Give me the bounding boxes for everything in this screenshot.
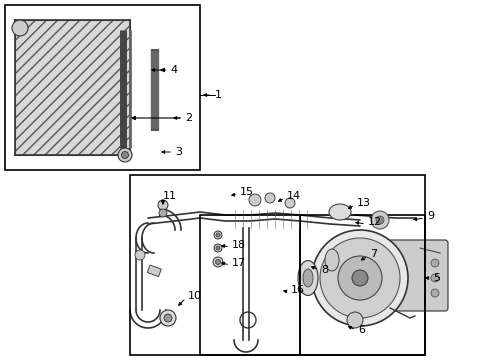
- Circle shape: [248, 194, 261, 206]
- Bar: [5, 5, 200, 170]
- Polygon shape: [15, 20, 130, 155]
- Circle shape: [337, 256, 381, 300]
- Bar: [147, 265, 161, 276]
- Circle shape: [118, 148, 132, 162]
- Circle shape: [213, 257, 223, 267]
- Text: 11: 11: [163, 191, 177, 201]
- Ellipse shape: [328, 204, 350, 220]
- Text: 7: 7: [369, 249, 376, 259]
- Bar: [299, 215, 424, 355]
- Circle shape: [370, 211, 388, 229]
- Circle shape: [121, 152, 128, 158]
- Text: 1: 1: [215, 90, 222, 100]
- Text: 17: 17: [231, 258, 245, 268]
- Bar: [200, 215, 299, 355]
- Bar: [130, 175, 424, 355]
- Ellipse shape: [303, 269, 312, 287]
- Circle shape: [214, 231, 222, 239]
- Ellipse shape: [325, 249, 338, 271]
- Circle shape: [375, 216, 383, 224]
- Circle shape: [135, 250, 145, 260]
- Circle shape: [351, 270, 367, 286]
- Text: 18: 18: [231, 240, 245, 250]
- Text: 10: 10: [187, 291, 202, 301]
- Circle shape: [214, 244, 222, 252]
- Circle shape: [159, 209, 167, 217]
- Circle shape: [264, 193, 274, 203]
- Text: 4: 4: [170, 65, 177, 75]
- Text: 16: 16: [290, 285, 305, 295]
- Text: 5: 5: [432, 273, 439, 283]
- Circle shape: [216, 233, 220, 237]
- Circle shape: [430, 274, 438, 282]
- Text: 13: 13: [356, 198, 370, 208]
- Circle shape: [430, 289, 438, 297]
- Circle shape: [12, 20, 28, 36]
- Text: 3: 3: [175, 147, 182, 157]
- Text: 9: 9: [426, 211, 433, 221]
- Text: 14: 14: [286, 191, 301, 201]
- Circle shape: [285, 198, 294, 208]
- Circle shape: [163, 314, 172, 322]
- Text: 6: 6: [357, 325, 364, 335]
- Text: 2: 2: [184, 113, 192, 123]
- Circle shape: [430, 259, 438, 267]
- Circle shape: [158, 200, 168, 210]
- Text: 8: 8: [320, 265, 327, 275]
- Circle shape: [216, 246, 220, 250]
- Circle shape: [311, 230, 407, 326]
- Text: 15: 15: [240, 187, 253, 197]
- Circle shape: [319, 238, 399, 318]
- Text: 12: 12: [367, 217, 381, 227]
- Ellipse shape: [297, 261, 317, 296]
- Circle shape: [160, 310, 176, 326]
- Circle shape: [346, 312, 362, 328]
- FancyBboxPatch shape: [381, 240, 447, 311]
- Circle shape: [215, 260, 220, 265]
